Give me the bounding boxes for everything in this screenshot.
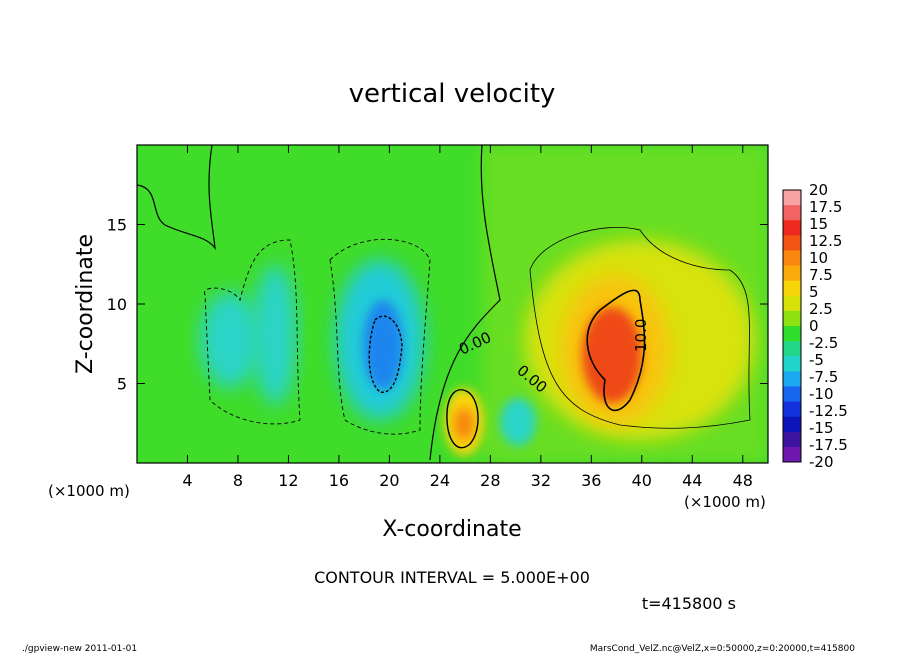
colorbar-swatch bbox=[783, 280, 801, 297]
field-right-red bbox=[582, 307, 642, 403]
colorbar-swatch bbox=[783, 250, 801, 267]
field-mid-orange bbox=[454, 408, 474, 440]
colorbar-swatch bbox=[783, 310, 801, 327]
y-tick-label: 15 bbox=[107, 216, 127, 235]
colorbar-swatch bbox=[783, 295, 801, 312]
colorbar-label: -20 bbox=[809, 453, 834, 471]
x-tick-label: 48 bbox=[733, 471, 753, 490]
colorbar-swatch bbox=[783, 401, 801, 418]
plot-area bbox=[137, 145, 768, 463]
y-tick-label: 10 bbox=[107, 295, 127, 314]
time-text: t=415800 s bbox=[642, 594, 736, 613]
colorbar-swatch bbox=[783, 356, 801, 372]
colorbar-swatch bbox=[783, 326, 801, 342]
colorbar-label: 15 bbox=[809, 215, 828, 233]
y-tick-label: 5 bbox=[117, 375, 127, 394]
colorbar-swatch bbox=[783, 190, 801, 206]
contour-lines bbox=[137, 145, 751, 461]
x-tick-marks: 4 8 12 16 20 24 28 32 36 40 44 48 bbox=[182, 145, 753, 490]
contour-label-3: 10.0 bbox=[632, 319, 650, 352]
contour-line-a bbox=[137, 145, 216, 251]
x-tick-label: 28 bbox=[480, 471, 500, 490]
x-unit-right: (×1000 m) bbox=[684, 493, 766, 511]
chart-title: vertical velocity bbox=[349, 79, 556, 109]
x-tick-label: 20 bbox=[379, 471, 399, 490]
colorbar-label: 12.5 bbox=[809, 232, 842, 250]
x-tick-label: 44 bbox=[682, 471, 702, 490]
colorbar-label: 17.5 bbox=[809, 198, 842, 216]
colorbar-label: -17.5 bbox=[809, 436, 848, 454]
field-small-cyan bbox=[500, 398, 536, 446]
colorbar-label: 7.5 bbox=[809, 266, 833, 284]
contour-line-d bbox=[586, 289, 646, 412]
colorbar-swatch bbox=[783, 341, 801, 357]
colorbar-label: -15 bbox=[809, 419, 834, 437]
x-axis-label: X-coordinate bbox=[382, 517, 521, 542]
colorbar-swatch bbox=[783, 265, 801, 282]
colorbar-label: 5 bbox=[809, 283, 819, 301]
footer-left: ./gpview-new 2011-01-01 bbox=[22, 644, 137, 654]
field-left-cyan-a bbox=[200, 292, 260, 388]
colorbar-label: -12.5 bbox=[809, 402, 848, 420]
colorbar-label: 20 bbox=[809, 181, 828, 199]
x-unit-left: (×1000 m) bbox=[48, 482, 130, 500]
colorbar-swatch bbox=[783, 446, 801, 463]
colorbar-swatch bbox=[783, 386, 801, 403]
contour-line-h bbox=[368, 315, 403, 393]
contour-line-g bbox=[329, 238, 431, 435]
field-left-cyan-b bbox=[253, 265, 297, 405]
field-center-blue bbox=[363, 300, 403, 390]
y-tick-marks: 5 10 15 bbox=[107, 216, 768, 394]
colorbar-swatch bbox=[783, 431, 801, 448]
colorbar: 2017.51512.5107.552.50-2.5-5-7.5-10-12.5… bbox=[782, 181, 848, 471]
contour-line-f bbox=[204, 239, 301, 425]
x-tick-label: 12 bbox=[278, 471, 298, 490]
y-axis-label: Z-coordinate bbox=[73, 234, 98, 374]
contour-line-b bbox=[429, 145, 501, 461]
colorbar-swatch bbox=[783, 220, 801, 236]
x-tick-label: 16 bbox=[329, 471, 349, 490]
colorbar-swatch bbox=[783, 205, 801, 221]
x-tick-label: 36 bbox=[581, 471, 601, 490]
colorbar-label: 10 bbox=[809, 249, 828, 267]
colorbar-swatch bbox=[783, 371, 801, 387]
colorbar-label: -10 bbox=[809, 385, 834, 403]
colorbar-swatch bbox=[783, 235, 801, 251]
contour-line-c bbox=[529, 227, 751, 429]
colorbar-label: -5 bbox=[809, 351, 824, 369]
x-tick-label: 8 bbox=[233, 471, 243, 490]
footer-right: MarsCond_VelZ.nc@VelZ,x=0:50000,z=0:2000… bbox=[590, 644, 855, 654]
colorbar-label: 2.5 bbox=[809, 300, 833, 318]
colorbar-swatch bbox=[783, 416, 801, 433]
x-tick-label: 40 bbox=[632, 471, 652, 490]
colorbar-label: -2.5 bbox=[809, 334, 838, 352]
x-tick-label: 24 bbox=[430, 471, 450, 490]
x-tick-label: 32 bbox=[531, 471, 551, 490]
x-tick-label: 4 bbox=[182, 471, 192, 490]
contour-line-e bbox=[446, 389, 479, 449]
colorbar-label: 0 bbox=[809, 317, 819, 335]
colorbar-label: -7.5 bbox=[809, 368, 838, 386]
contour-interval-text: CONTOUR INTERVAL = 5.000E+00 bbox=[314, 568, 590, 587]
colorbar-frame bbox=[782, 189, 802, 463]
